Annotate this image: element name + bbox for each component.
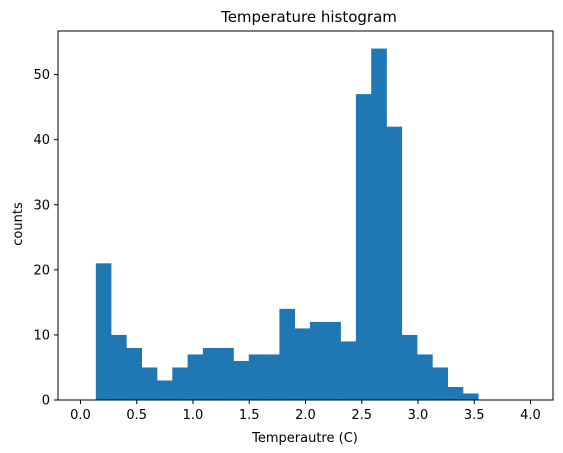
histogram-bar-23 [447, 386, 464, 400]
x-axis-label: Temperautre (C) [251, 431, 358, 446]
x-tick-label: 3.5 [464, 408, 485, 423]
y-tick-label: 40 [33, 133, 50, 148]
histogram-bar-5 [172, 367, 188, 400]
histogram-bar-10 [248, 354, 265, 400]
histogram-bar-21 [417, 354, 433, 400]
histogram-bar-8 [218, 347, 234, 400]
chart-title: Temperature histogram [220, 8, 397, 26]
histogram-bar-7 [202, 347, 219, 400]
histogram-bar-1 [111, 334, 127, 400]
y-tick-label: 0 [42, 394, 50, 409]
x-tick-label: 2.0 [295, 408, 316, 423]
histogram-bar-22 [432, 367, 448, 400]
y-tick-label: 20 [33, 263, 50, 278]
histogram-bar-16 [340, 341, 357, 400]
x-tick-label: 0.5 [126, 408, 147, 423]
histogram-bar-20 [401, 334, 418, 400]
y-tick-label: 30 [33, 198, 50, 213]
x-axis-ticks: 0.0 0.5 1.0 1.5 2.0 2.5 3.0 3.5 4.0 [70, 400, 541, 423]
y-axis-label: counts [11, 202, 26, 246]
histogram-bars [95, 48, 479, 401]
x-tick-label: 2.5 [351, 408, 372, 423]
x-tick-label: 1.0 [183, 408, 204, 423]
y-tick-label: 50 [33, 68, 50, 83]
histogram-bar-6 [187, 354, 204, 400]
x-tick-label: 3.0 [408, 408, 429, 423]
histogram-bar-9 [233, 360, 250, 400]
histogram-bar-3 [141, 367, 158, 400]
histogram-bar-12 [279, 308, 295, 400]
histogram-bar-17 [355, 94, 372, 400]
x-tick-label: 1.5 [239, 408, 260, 423]
histogram-bar-13 [294, 328, 311, 400]
histogram-bar-4 [157, 380, 173, 400]
histogram-bar-15 [325, 321, 341, 400]
y-tick-label: 10 [33, 328, 50, 343]
x-tick-label: 4.0 [520, 408, 541, 423]
histogram-bar-2 [126, 347, 142, 400]
histogram-bar-0 [95, 263, 112, 400]
histogram-bar-18 [371, 48, 387, 400]
histogram-bar-11 [264, 354, 280, 400]
histogram-bar-19 [386, 126, 403, 401]
histogram-bar-14 [310, 321, 326, 400]
histogram-bar-24 [463, 393, 479, 400]
y-axis-ticks: 0 10 20 30 40 50 [33, 68, 58, 409]
x-tick-label: 0.0 [70, 408, 91, 423]
